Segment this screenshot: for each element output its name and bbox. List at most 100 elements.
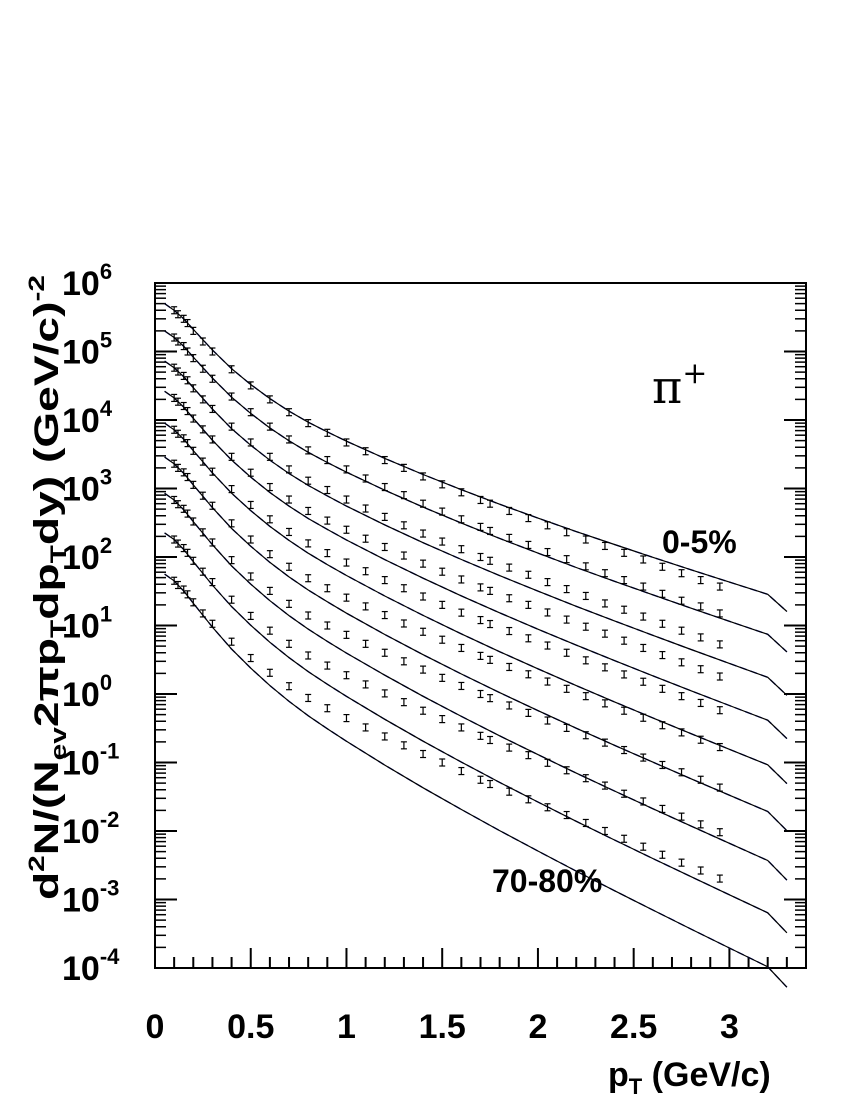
data-point: [190, 384, 197, 393]
annotation-70-80: 70-80%: [492, 863, 602, 899]
data-point: [184, 318, 191, 328]
data-point: [247, 611, 254, 621]
data-point: [477, 583, 484, 592]
data-point: [458, 488, 465, 497]
data-point: [525, 708, 532, 717]
data-point: [174, 429, 181, 438]
data-point: [458, 575, 465, 584]
data-point: [678, 768, 685, 777]
fit-curve-dashed: [164, 456, 788, 832]
data-point: [190, 354, 197, 363]
data-point: [697, 698, 704, 708]
data-point: [381, 482, 388, 492]
data-point: [228, 392, 235, 401]
data-point: [180, 504, 187, 513]
data-point: [659, 760, 666, 770]
data-point: [582, 818, 589, 828]
data-point: [506, 533, 513, 543]
data-point: [678, 728, 685, 737]
data-point: [190, 480, 197, 489]
data-point: [305, 651, 312, 660]
data-point: [174, 397, 181, 406]
data-point: [199, 528, 206, 537]
data-point: [343, 465, 350, 474]
data-point: [184, 590, 191, 599]
y-axis-title-part: d: [28, 872, 66, 900]
data-point: [190, 414, 197, 423]
data-point: [209, 578, 216, 587]
data-point: [266, 395, 273, 404]
data-point: [544, 803, 551, 812]
data-point: [487, 526, 494, 536]
x-tick-label: 0.5: [227, 1008, 274, 1046]
data-point: [678, 692, 685, 701]
data-point: [266, 550, 273, 559]
data-point: [640, 582, 647, 591]
y-axis-title-part: 2πp: [28, 638, 66, 727]
data-point: [228, 422, 235, 431]
data-point: [286, 527, 293, 537]
fit-curves: [164, 303, 788, 988]
data-point: [477, 731, 484, 740]
data-point: [247, 408, 254, 417]
annotation-0-5: 0-5%: [662, 524, 737, 560]
data-point: [678, 658, 685, 667]
y-tick-label: 10-2: [62, 807, 119, 851]
data-point: [266, 422, 273, 431]
data-point: [180, 543, 187, 553]
data-point: [324, 621, 331, 630]
fit-curve: [164, 456, 788, 832]
data-point: [563, 684, 570, 693]
data-point: [659, 684, 666, 693]
y-axis-title-part: dy) (GeV/c): [28, 302, 66, 546]
y-axis-title-part: T: [46, 619, 71, 638]
data-point: [544, 521, 551, 530]
data-point: [381, 576, 388, 585]
data-point: [458, 766, 465, 776]
data-point: [228, 365, 235, 374]
data-point: [458, 643, 465, 653]
data-point: [171, 576, 178, 585]
data-point: [199, 337, 206, 346]
data-point: [286, 465, 293, 474]
data-point: [506, 701, 513, 710]
y-tick-label: 106: [62, 259, 112, 303]
data-point: [439, 507, 446, 516]
data-point: [171, 393, 178, 403]
data-point: [400, 521, 407, 530]
fit-curve-dashed: [164, 532, 788, 934]
data-point: [621, 745, 628, 755]
data-point: [209, 404, 216, 414]
data-point: [458, 545, 465, 554]
data-point: [697, 820, 704, 829]
data-point: [400, 584, 407, 593]
data-point: [343, 525, 350, 534]
data-point: [174, 310, 181, 319]
data-point: [400, 741, 407, 750]
data-point: [324, 661, 331, 670]
data-point: [420, 665, 427, 674]
data-point: [286, 682, 293, 691]
y-tick-label: 101: [62, 602, 112, 646]
data-point: [621, 834, 628, 843]
data-point: [190, 326, 197, 335]
data-point: [477, 651, 484, 660]
data-point: [487, 655, 494, 664]
data-point: [420, 559, 427, 568]
data-point: [247, 438, 254, 447]
data-point: [477, 495, 484, 505]
y-tick-label: 10-3: [62, 876, 119, 920]
data-point: [286, 639, 293, 648]
data-point: [362, 474, 369, 483]
data-point: [487, 499, 494, 508]
data-point: [716, 706, 723, 715]
data-point: [305, 611, 312, 620]
data-point: [209, 538, 216, 547]
data-point: [184, 548, 191, 557]
data-point: [305, 446, 312, 455]
y-axis-title-part: -2: [24, 275, 49, 302]
data-point: [171, 333, 178, 342]
data-point: [544, 608, 551, 617]
data-point: [525, 751, 532, 760]
data-point: [324, 704, 331, 713]
